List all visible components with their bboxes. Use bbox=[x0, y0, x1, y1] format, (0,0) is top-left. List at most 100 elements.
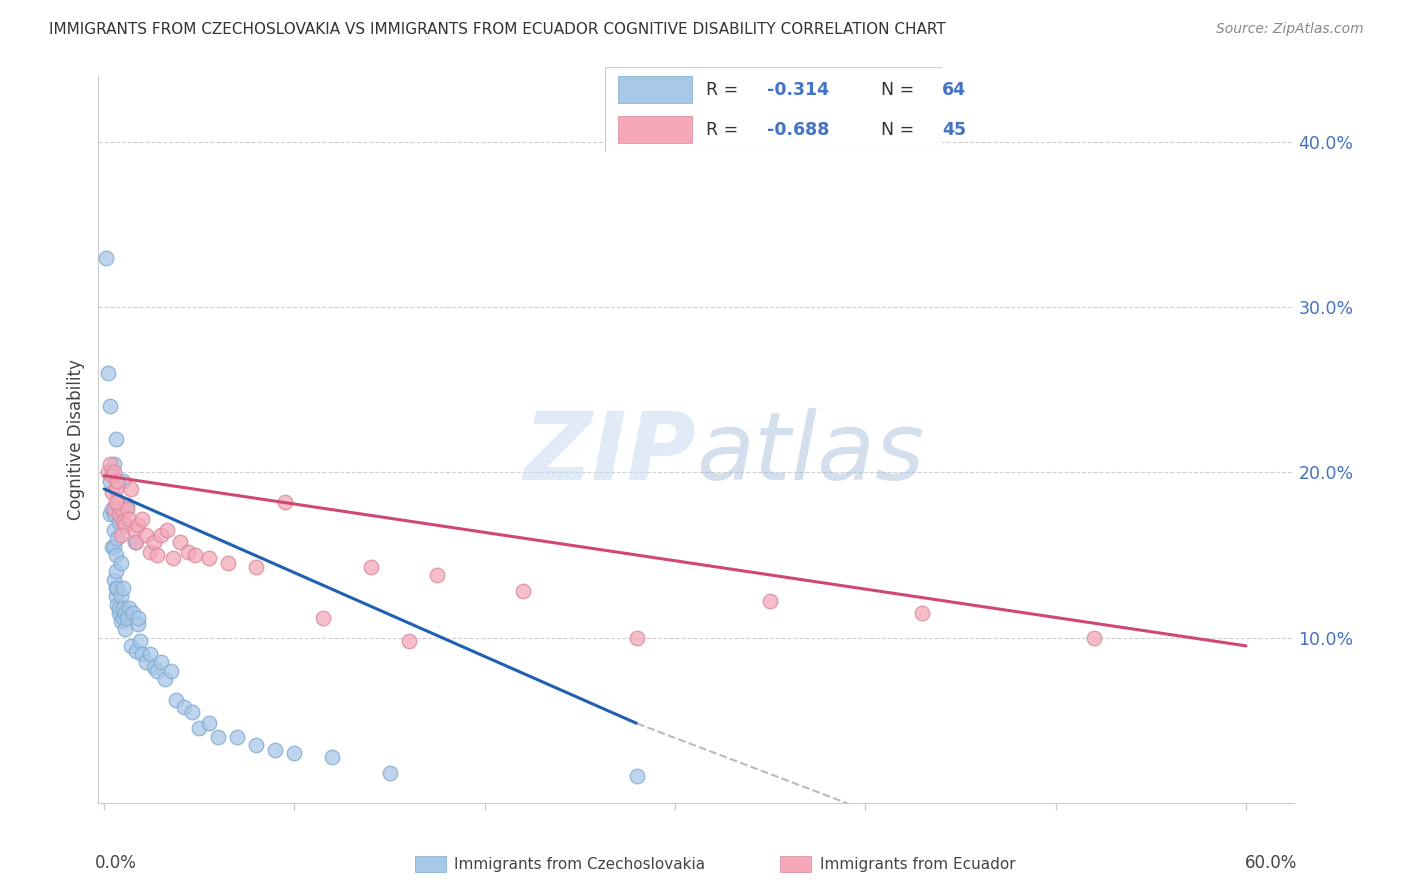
Point bbox=[180, 705, 202, 719]
Text: Immigrants from Ecuador: Immigrants from Ecuador bbox=[820, 857, 1015, 871]
Point bbox=[125, 644, 148, 658]
Point bbox=[100, 540, 122, 554]
Point bbox=[131, 647, 153, 661]
Text: Source: ZipAtlas.com: Source: ZipAtlas.com bbox=[1216, 22, 1364, 37]
Text: N =: N = bbox=[882, 81, 914, 99]
Point bbox=[104, 432, 127, 446]
Point bbox=[103, 540, 125, 554]
Point bbox=[107, 532, 129, 546]
Text: IMMIGRANTS FROM CZECHOSLOVAKIA VS IMMIGRANTS FROM ECUADOR COGNITIVE DISABILITY C: IMMIGRANTS FROM CZECHOSLOVAKIA VS IMMIGR… bbox=[49, 22, 946, 37]
Point bbox=[911, 606, 934, 620]
Text: Immigrants from Czechoslovakia: Immigrants from Czechoslovakia bbox=[454, 857, 706, 871]
Point bbox=[100, 468, 122, 483]
Point bbox=[1083, 631, 1105, 645]
Point bbox=[198, 551, 221, 566]
Point bbox=[156, 523, 179, 537]
Point bbox=[121, 606, 143, 620]
Point bbox=[103, 501, 125, 516]
Point bbox=[110, 589, 132, 603]
Point bbox=[104, 565, 127, 579]
Point bbox=[98, 474, 121, 488]
Point bbox=[184, 548, 207, 562]
Text: 64: 64 bbox=[942, 81, 966, 99]
Point bbox=[245, 738, 267, 752]
Point bbox=[120, 482, 142, 496]
Point bbox=[107, 495, 129, 509]
Point bbox=[131, 511, 153, 525]
Bar bbox=[619, 116, 692, 143]
Point bbox=[207, 730, 229, 744]
Point bbox=[100, 485, 122, 500]
Point bbox=[226, 730, 249, 744]
Text: 60.0%: 60.0% bbox=[1244, 854, 1298, 871]
Text: R =: R = bbox=[706, 120, 738, 138]
Point bbox=[146, 664, 169, 678]
Point bbox=[104, 548, 127, 562]
Point bbox=[142, 660, 165, 674]
Point bbox=[103, 523, 125, 537]
Point bbox=[114, 518, 136, 533]
Point bbox=[150, 528, 173, 542]
Point bbox=[103, 466, 125, 480]
Point bbox=[127, 518, 149, 533]
Point bbox=[107, 581, 129, 595]
Point bbox=[108, 507, 131, 521]
Y-axis label: Cognitive Disability: Cognitive Disability bbox=[67, 359, 86, 520]
Point bbox=[159, 664, 181, 678]
Point bbox=[112, 581, 135, 595]
Bar bbox=[619, 76, 692, 103]
Text: atlas: atlas bbox=[696, 409, 924, 500]
Point bbox=[103, 507, 125, 521]
Point bbox=[162, 551, 184, 566]
Point bbox=[512, 584, 534, 599]
Point bbox=[94, 251, 117, 265]
Point bbox=[124, 523, 146, 537]
Point bbox=[139, 647, 162, 661]
Point bbox=[165, 693, 187, 707]
Point bbox=[378, 766, 401, 780]
Point bbox=[98, 507, 121, 521]
Point bbox=[142, 534, 165, 549]
Point bbox=[153, 672, 176, 686]
Point bbox=[120, 639, 142, 653]
Text: ZIP: ZIP bbox=[523, 408, 696, 500]
Point bbox=[114, 606, 136, 620]
Text: N =: N = bbox=[882, 120, 914, 138]
Point bbox=[139, 544, 162, 558]
Text: -0.688: -0.688 bbox=[766, 120, 830, 138]
Point bbox=[118, 600, 141, 615]
Point bbox=[108, 600, 131, 615]
Point bbox=[173, 700, 195, 714]
Point bbox=[626, 631, 648, 645]
Point bbox=[312, 611, 335, 625]
Point bbox=[146, 548, 169, 562]
Point bbox=[115, 501, 138, 516]
FancyBboxPatch shape bbox=[605, 67, 942, 152]
Point bbox=[129, 633, 152, 648]
Point bbox=[112, 600, 135, 615]
Point bbox=[426, 567, 449, 582]
Point bbox=[626, 769, 648, 783]
Point bbox=[100, 466, 122, 480]
Point bbox=[112, 515, 135, 529]
Point bbox=[127, 611, 149, 625]
Point bbox=[112, 474, 135, 488]
Point bbox=[104, 482, 127, 496]
Point bbox=[103, 457, 125, 471]
Text: R =: R = bbox=[706, 81, 738, 99]
Point bbox=[118, 511, 141, 525]
Point bbox=[198, 716, 221, 731]
Point bbox=[360, 559, 382, 574]
Point bbox=[110, 501, 132, 516]
Point bbox=[97, 366, 120, 380]
Point bbox=[107, 598, 129, 612]
Point bbox=[150, 656, 173, 670]
Point bbox=[759, 594, 782, 608]
Text: 0.0%: 0.0% bbox=[94, 854, 136, 871]
Point bbox=[110, 528, 132, 542]
Point bbox=[127, 617, 149, 632]
Point bbox=[125, 534, 148, 549]
Point bbox=[110, 614, 132, 628]
Point bbox=[115, 499, 138, 513]
Point bbox=[124, 534, 146, 549]
